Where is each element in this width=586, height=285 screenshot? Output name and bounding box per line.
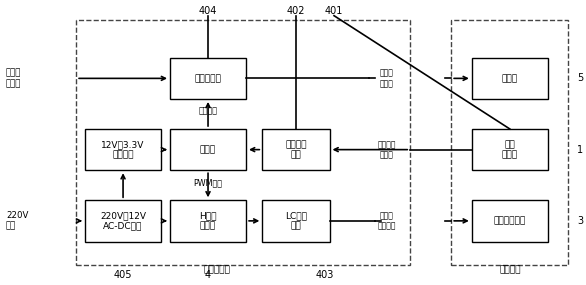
Text: 401: 401 [325,6,343,17]
Text: 温度
传感器: 温度 传感器 [502,140,518,159]
Bar [472,58,548,99]
Text: 帕尔贴半导体: 帕尔贴半导体 [493,216,526,225]
Text: 电压信号: 电压信号 [199,106,217,115]
Bar [451,20,568,265]
Text: 恒温装置: 恒温装置 [499,266,520,275]
Bar [85,200,161,241]
Text: H桥驱
动电路: H桥驱 动电路 [199,211,217,231]
Text: 4: 4 [205,270,211,280]
Bar [85,129,161,170]
Bar [76,20,410,265]
Text: 恒温控制器: 恒温控制器 [203,266,230,275]
Text: LC低通
滤波: LC低通 滤波 [285,211,307,231]
Bar [170,129,246,170]
Text: 1: 1 [577,144,583,155]
Text: 220V
电源: 220V 电源 [6,211,28,231]
Text: PWM信号: PWM信号 [193,179,223,188]
Text: 405: 405 [114,270,132,280]
Bar [472,129,548,170]
Bar [263,129,329,170]
Text: 220V转12V
AC-DC电源: 220V转12V AC-DC电源 [100,211,146,231]
Text: 404: 404 [199,6,217,17]
Bar [170,58,246,99]
Bar [263,200,329,241]
Text: 12V转3.3V
降压电路: 12V转3.3V 降压电路 [101,140,145,159]
Bar [472,200,548,241]
Text: 3: 3 [577,216,583,226]
Text: 处理器: 处理器 [200,145,216,154]
Text: 5: 5 [577,73,584,84]
Text: 气动比例阀: 气动比例阀 [195,74,222,83]
Text: 冷却散
热气源: 冷却散 热气源 [380,69,394,88]
Text: 散热板: 散热板 [502,74,518,83]
Text: 制冷片
供电电压: 制冷片 供电电压 [377,211,396,231]
Text: 外部高
压气源: 外部高 压气源 [6,69,21,88]
Text: 温度传感
器信号: 温度传感 器信号 [377,140,396,159]
Bar [170,200,246,241]
Text: 温度检测
电路: 温度检测 电路 [285,140,306,159]
Text: 402: 402 [287,6,305,17]
Text: 403: 403 [316,270,335,280]
